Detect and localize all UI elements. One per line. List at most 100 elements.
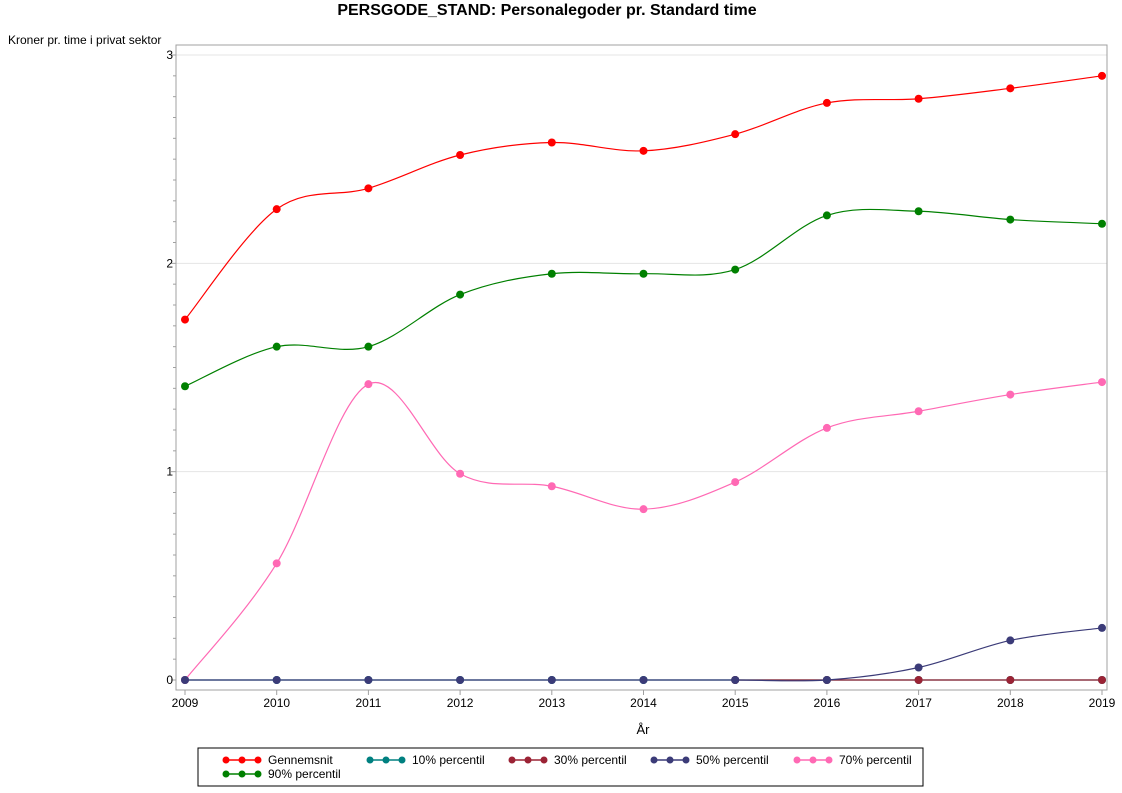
legend-marker xyxy=(793,756,801,764)
series-90-percentil xyxy=(181,207,1106,391)
x-tick-label: 2016 xyxy=(814,696,841,710)
legend-marker xyxy=(540,756,548,764)
data-point xyxy=(181,676,189,684)
series-30-percentil xyxy=(731,676,1106,684)
data-point xyxy=(1006,636,1015,645)
data-point xyxy=(731,130,740,139)
data-point xyxy=(547,482,556,491)
legend-marker xyxy=(524,756,532,764)
x-tick-label: 2013 xyxy=(538,696,565,710)
data-point xyxy=(1098,676,1106,684)
series-line xyxy=(185,627,1103,682)
legend-label: 70% percentil xyxy=(839,753,912,767)
data-point xyxy=(181,315,189,324)
legend-item: Gennemsnit xyxy=(222,753,333,767)
series-line xyxy=(184,75,1103,320)
data-point xyxy=(639,146,648,155)
data-point xyxy=(1098,378,1106,387)
plot-frame xyxy=(175,44,1108,691)
data-point xyxy=(364,380,373,389)
series-line xyxy=(184,208,1103,387)
x-tick-label: 2018 xyxy=(997,696,1024,710)
legend-label: 10% percentil xyxy=(412,753,485,767)
legend-marker xyxy=(366,756,374,764)
legend-marker xyxy=(238,756,246,764)
data-point xyxy=(822,98,831,107)
data-point xyxy=(272,205,281,214)
data-point xyxy=(822,423,831,432)
y-tick-label: 0 xyxy=(166,673,173,687)
data-point xyxy=(364,676,373,684)
legend-label: 90% percentil xyxy=(268,767,341,781)
data-point xyxy=(272,342,281,351)
legend-marker xyxy=(809,756,817,764)
data-point xyxy=(364,184,373,193)
y-tick-label: 1 xyxy=(166,465,173,479)
x-tick-label: 2019 xyxy=(1089,696,1116,710)
data-point xyxy=(456,151,465,159)
legend-marker xyxy=(508,756,516,764)
data-point xyxy=(181,382,189,391)
legend-item: 10% percentil xyxy=(366,753,485,767)
data-point xyxy=(1006,215,1015,224)
data-point xyxy=(1006,84,1015,93)
data-point xyxy=(547,676,556,684)
data-point xyxy=(639,676,648,684)
series-70-percentil xyxy=(181,378,1106,684)
x-tick-label: 2015 xyxy=(722,696,749,710)
data-point xyxy=(914,407,923,416)
x-axis-label: År xyxy=(637,722,651,737)
data-point xyxy=(822,211,831,220)
legend-item: 30% percentil xyxy=(508,753,627,767)
x-tick-label: 2014 xyxy=(630,696,657,710)
data-point xyxy=(639,269,648,278)
data-point xyxy=(547,269,556,278)
data-point xyxy=(822,676,831,684)
legend-marker xyxy=(825,756,833,764)
x-tick-label: 2012 xyxy=(447,696,474,710)
data-point xyxy=(547,138,556,147)
data-point xyxy=(1098,623,1106,632)
data-point xyxy=(914,207,923,216)
data-point xyxy=(639,505,648,514)
y-tick-label: 3 xyxy=(166,48,173,62)
y-axis-label: Kroner pr. time i privat sektor xyxy=(8,33,161,47)
legend-item: 90% percentil xyxy=(222,767,341,781)
x-tick-label: 2010 xyxy=(263,696,290,710)
legend-marker xyxy=(682,756,690,764)
data-point xyxy=(456,676,465,684)
data-point xyxy=(731,676,740,684)
legend-label: 30% percentil xyxy=(554,753,627,767)
series-gennemsnit xyxy=(181,71,1106,324)
data-point xyxy=(456,469,465,478)
data-point xyxy=(364,342,373,351)
data-point xyxy=(272,559,281,568)
legend-item: 50% percentil xyxy=(650,753,769,767)
legend-marker xyxy=(222,770,230,778)
series-line xyxy=(184,381,1103,681)
data-point xyxy=(1006,390,1015,399)
legend-marker xyxy=(382,756,390,764)
y-tick-label: 2 xyxy=(166,256,173,270)
legend-item: 70% percentil xyxy=(793,753,912,767)
data-point xyxy=(914,94,923,103)
series-50-percentil xyxy=(181,623,1106,684)
legend-marker xyxy=(666,756,674,764)
chart-title: PERSGODE_STAND: Personalegoder pr. Stand… xyxy=(337,2,756,19)
data-point xyxy=(914,663,923,672)
legend-marker xyxy=(254,770,262,778)
legend-marker xyxy=(238,770,246,778)
legend-box xyxy=(197,747,924,787)
data-point xyxy=(1006,676,1015,684)
legend-label: Gennemsnit xyxy=(268,753,333,767)
legend-marker xyxy=(650,756,658,764)
data-point xyxy=(456,290,465,299)
legend-marker xyxy=(254,756,262,764)
x-tick-label: 2009 xyxy=(172,696,199,710)
legend-marker xyxy=(398,756,406,764)
data-point xyxy=(914,676,923,684)
legend-label: 50% percentil xyxy=(696,753,769,767)
x-tick-label: 2011 xyxy=(355,696,381,710)
data-point xyxy=(272,676,281,684)
